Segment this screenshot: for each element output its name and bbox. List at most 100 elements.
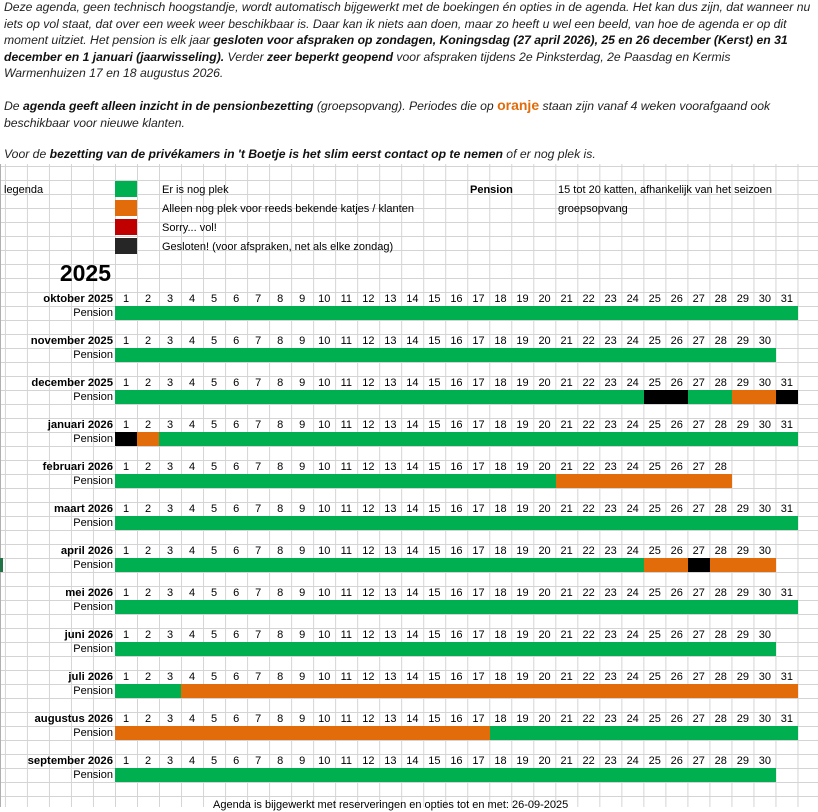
day-number: 18 (494, 755, 507, 767)
day-number: 15 (428, 377, 441, 389)
day-number: 29 (736, 755, 749, 767)
month-label: januari 2026 (47, 419, 113, 431)
day-number: 5 (211, 461, 218, 473)
availability-segment-green[interactable] (115, 600, 798, 614)
availability-segment-orange[interactable] (137, 432, 160, 446)
availability-segment-orange[interactable] (115, 726, 490, 740)
day-number: 14 (406, 335, 419, 347)
day-number: 24 (626, 713, 639, 725)
day-number: 10 (318, 587, 331, 599)
availability-segment-orange[interactable] (181, 684, 798, 698)
availability-segment-orange[interactable] (555, 474, 732, 488)
day-number: 13 (384, 293, 397, 305)
availability-segment-green[interactable] (115, 390, 644, 404)
day-number: 30 (758, 629, 771, 641)
day-number: 2 (144, 461, 152, 473)
availability-segment-black[interactable] (115, 432, 138, 446)
pension-row-label: Pension (73, 601, 113, 613)
highlight-oranje: oranje (497, 97, 540, 113)
availability-segment-green[interactable] (115, 558, 644, 572)
day-number: 6 (233, 377, 240, 389)
day-number: 17 (472, 713, 485, 725)
availability-segment-black[interactable] (687, 558, 710, 572)
availability-segment-green[interactable] (115, 306, 798, 320)
day-number: 21 (560, 755, 573, 767)
day-number: 10 (318, 755, 331, 767)
day-number: 6 (233, 461, 240, 473)
availability-segment-orange[interactable] (709, 558, 776, 572)
day-number: 11 (340, 335, 352, 347)
day-number: 20 (538, 335, 551, 347)
day-number: 10 (318, 419, 331, 431)
day-number: 18 (494, 671, 507, 683)
day-number: 14 (406, 293, 419, 305)
day-number: 7 (255, 461, 262, 473)
legend-pension-label: Pension (470, 184, 513, 196)
bold-text: zeer beperkt geopend (267, 49, 394, 64)
day-number: 4 (189, 293, 196, 305)
day-number: 8 (277, 671, 284, 683)
last-updated-note: Agenda is bijgewerkt met reserveringen e… (213, 799, 569, 811)
day-number: 28 (714, 755, 727, 767)
availability-segment-green[interactable] (115, 516, 798, 530)
availability-segment-black[interactable] (643, 390, 688, 404)
day-number: 3 (166, 629, 174, 641)
day-number: 25 (648, 335, 661, 347)
day-number: 13 (384, 587, 397, 599)
day-number: 11 (340, 587, 352, 599)
day-number: 8 (277, 293, 284, 305)
day-number: 14 (406, 503, 419, 515)
availability-segment-green[interactable] (687, 390, 732, 404)
day-number: 25 (648, 545, 661, 557)
text-run: Deze agenda, geen technisch hoogstandje,… (4, 0, 811, 47)
day-number: 6 (233, 503, 240, 515)
day-number: 19 (516, 293, 529, 305)
month-label: november 2025 (30, 335, 113, 347)
day-number: 16 (450, 335, 463, 347)
day-number: 3 (166, 377, 174, 389)
day-number: 28 (714, 671, 727, 683)
availability-segment-orange[interactable] (643, 558, 688, 572)
day-number: 24 (626, 545, 639, 557)
day-number: 1 (122, 755, 130, 767)
day-number: 19 (516, 629, 529, 641)
day-number: 8 (277, 545, 284, 557)
day-number: 2 (144, 671, 152, 683)
day-number: 11 (340, 545, 352, 557)
month-label: april 2026 (60, 545, 113, 557)
day-number: 14 (406, 461, 419, 473)
intro-text-block: Deze agenda, geen technisch hoogstandje,… (0, 0, 818, 164)
bold-text: bezetting van de privékamers in 't Boetj… (49, 147, 503, 161)
availability-segment-black[interactable] (775, 390, 798, 404)
availability-segment-green[interactable] (159, 432, 798, 446)
day-number: 16 (450, 587, 463, 599)
availability-segment-green[interactable] (115, 348, 776, 362)
day-number: 10 (318, 335, 331, 347)
day-number: 2 (144, 335, 152, 347)
day-number: 20 (538, 713, 551, 725)
month-label: maart 2026 (53, 503, 113, 515)
day-number: 4 (189, 587, 196, 599)
availability-segment-orange[interactable] (731, 390, 776, 404)
day-number: 1 (122, 545, 130, 557)
day-number: 21 (560, 713, 573, 725)
availability-segment-green[interactable] (489, 726, 798, 740)
intro-paragraph-2: De agenda geeft alleen inzicht in de pen… (4, 97, 814, 131)
day-number: 21 (560, 293, 573, 305)
legend-title: legenda (4, 184, 44, 196)
availability-segment-green[interactable] (115, 474, 556, 488)
day-number: 23 (604, 335, 617, 347)
availability-segment-green[interactable] (115, 642, 776, 656)
day-number: 6 (233, 545, 240, 557)
day-number: 22 (582, 587, 595, 599)
day-number: 12 (362, 671, 375, 683)
day-number: 3 (166, 671, 174, 683)
day-number: 30 (758, 377, 771, 389)
day-number: 6 (233, 713, 240, 725)
day-number: 14 (406, 713, 419, 725)
pension-row-label: Pension (73, 433, 113, 445)
availability-segment-green[interactable] (115, 684, 182, 698)
day-number: 20 (538, 755, 551, 767)
day-number: 21 (560, 461, 573, 473)
availability-segment-green[interactable] (115, 768, 776, 782)
